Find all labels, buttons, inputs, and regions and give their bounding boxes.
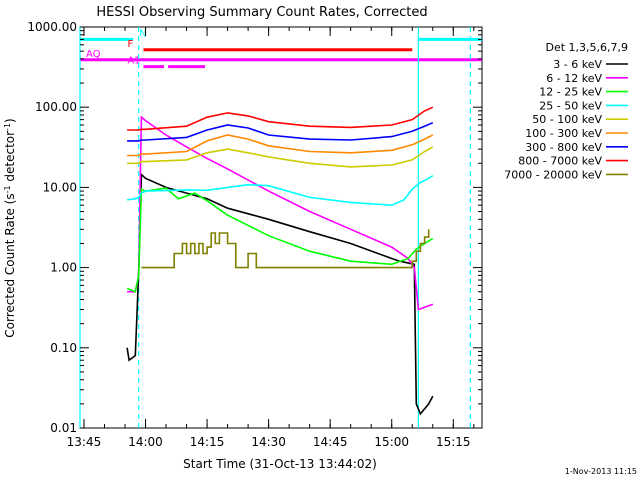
x-tick-label: 13:45	[67, 435, 102, 449]
y-tick-label: 0.10	[50, 341, 77, 355]
x-tick-label: 14:00	[128, 435, 163, 449]
legend-label: 7000 - 20000 keV	[504, 168, 602, 181]
y-tick-label: 0.01	[50, 421, 77, 435]
flag-label-aq: AQ	[86, 49, 101, 60]
legend-title: Det 1,3,5,6,7,9	[545, 41, 628, 54]
series-line-1	[127, 115, 434, 311]
y-tick-label: 100.00	[35, 100, 77, 114]
y-axis-label: Corrected Count Rate (s-1 detector-1)	[3, 118, 17, 337]
flag-label-a1: A1	[127, 56, 140, 67]
x-tick-label: 14:15	[190, 435, 225, 449]
series-lines	[126, 106, 434, 416]
eclipse-markers	[79, 27, 471, 428]
y-tick-label: 10.00	[43, 180, 77, 194]
series-line-0	[126, 172, 434, 416]
x-tick-label: 14:45	[313, 435, 348, 449]
y-axis-ticks: 1000.00 100.00 10.00 1.00 0.10 0.01	[27, 20, 482, 435]
flag-label-n: N	[139, 28, 146, 39]
flag-label-f: F	[127, 39, 133, 50]
y-tick-label: 1000.00	[27, 20, 77, 34]
legend-label: 6 - 12 keV	[546, 72, 602, 85]
x-tick-label: 14:30	[251, 435, 286, 449]
series-line-4	[127, 146, 434, 168]
legend-label: 50 - 100 keV	[532, 113, 602, 126]
observing-flags: NF AQ A1	[80, 28, 482, 69]
series-line-8	[141, 229, 430, 269]
legend-label: 3 - 6 keV	[553, 58, 602, 71]
series-line-7	[127, 106, 434, 131]
legend-label: 800 - 7000 keV	[518, 155, 602, 168]
series-line-5	[127, 134, 434, 157]
series-line-3	[127, 175, 434, 207]
x-tick-label: 15:15	[436, 435, 471, 449]
legend-label: 300 - 800 keV	[525, 141, 602, 154]
x-axis-ticks: 13:45 14:00 14:15 14:30 14:45 15:00 15:15	[67, 27, 475, 449]
legend-label: 25 - 50 keV	[539, 99, 602, 112]
y-tick-label: 1.00	[50, 261, 77, 275]
footer-date: 1-Nov-2013 11:15	[565, 467, 637, 476]
chart-title: HESSI Observing Summary Count Rates, Cor…	[96, 5, 427, 20]
legend-label: 100 - 300 keV	[525, 127, 602, 140]
x-axis-label: Start Time (31-Oct-13 13:44:02)	[183, 457, 377, 471]
x-tick-label: 15:00	[374, 435, 409, 449]
legend-label: 12 - 25 keV	[539, 86, 602, 99]
series-line-6	[127, 121, 434, 142]
series-line-2	[126, 187, 434, 293]
